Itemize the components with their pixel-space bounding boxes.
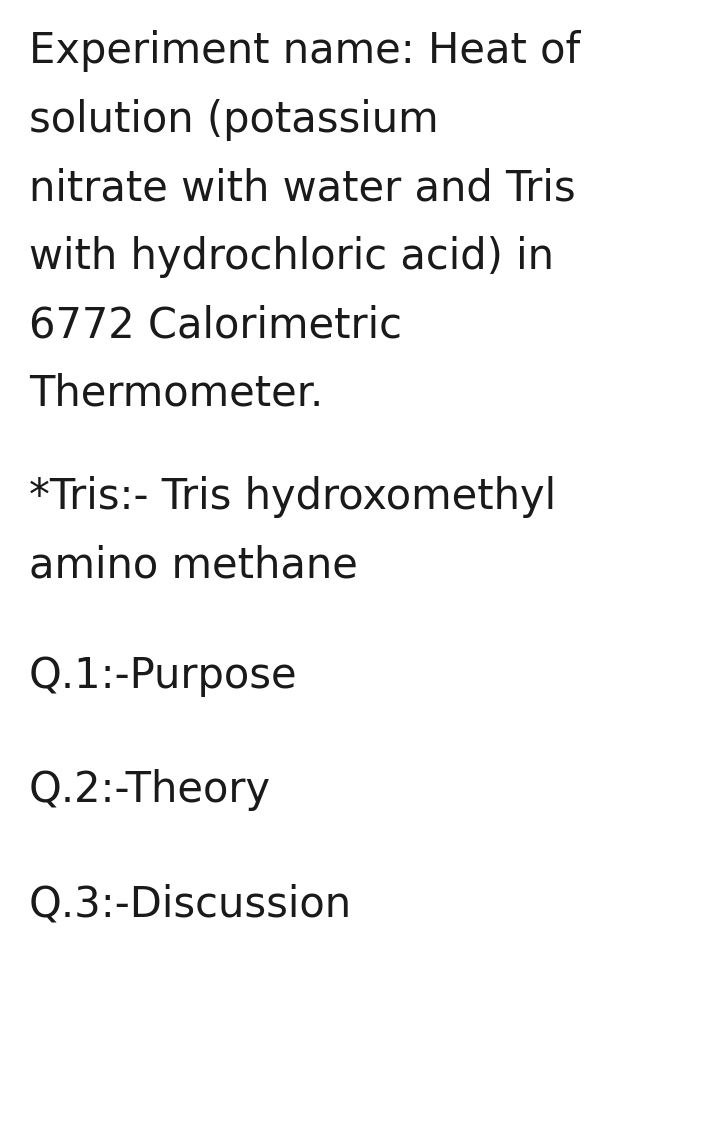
Text: Thermometer.: Thermometer. <box>29 373 323 415</box>
Text: Experiment name: Heat of: Experiment name: Heat of <box>29 31 580 72</box>
Text: Q.1:-Purpose: Q.1:-Purpose <box>29 656 297 697</box>
Text: solution (potassium: solution (potassium <box>29 99 438 140</box>
Text: with hydrochloric acid) in: with hydrochloric acid) in <box>29 236 554 278</box>
Text: Q.2:-Theory: Q.2:-Theory <box>29 770 271 811</box>
Text: nitrate with water and Tris: nitrate with water and Tris <box>29 168 575 209</box>
Text: Q.3:-Discussion: Q.3:-Discussion <box>29 884 352 925</box>
Text: *Tris:- Tris hydroxomethyl: *Tris:- Tris hydroxomethyl <box>29 476 556 517</box>
Text: 6772 Calorimetric: 6772 Calorimetric <box>29 305 402 346</box>
Text: amino methane: amino methane <box>29 545 358 586</box>
